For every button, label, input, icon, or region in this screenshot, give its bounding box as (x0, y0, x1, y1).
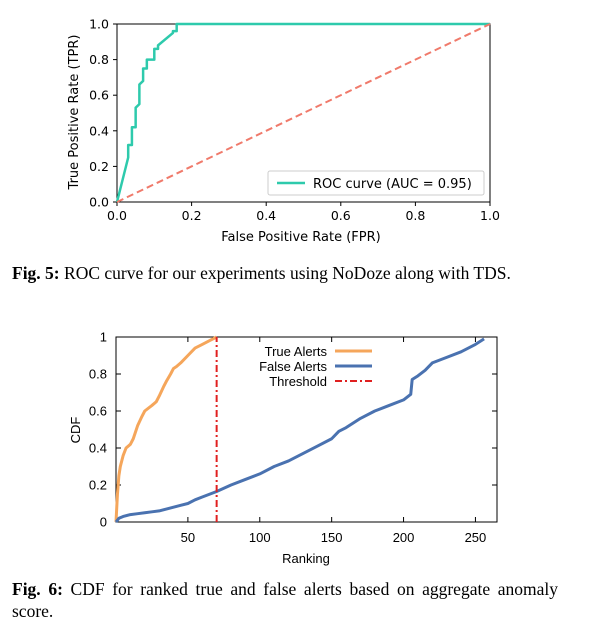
roc-axes: 0.0 0.2 0.4 0.6 0.8 1.0 0.0 0.2 0.4 0.6 0.8 1.0 (89, 17, 500, 224)
roc-curve-line (115, 22, 490, 203)
cdf-true-alerts-line (114, 335, 218, 523)
cdf-y-tick-label: 0.8 (89, 367, 107, 382)
figure-5-label: Fig. 5: (12, 263, 60, 283)
roc-x-tick-label: 0.6 (331, 208, 351, 223)
cdf-y-tick-label: 0.4 (89, 441, 107, 456)
cdf-axes: 50 100 150 200 250 0 0.2 0.4 0.6 0.8 1 (89, 330, 498, 545)
roc-y-tick-label: 0.2 (89, 159, 109, 174)
cdf-legend-label-false-alerts: False Alerts (259, 359, 327, 374)
roc-y-tick-label: 0.4 (89, 123, 109, 138)
roc-legend-box (267, 170, 485, 196)
figure-6-text: CDF for ranked true and false alerts bas… (12, 579, 558, 621)
cdf-legend-label-true-alerts: True Alerts (265, 344, 328, 359)
cdf-series (114, 335, 485, 523)
cdf-plot-frame (115, 336, 498, 523)
roc-y-tick-label: 0.6 (89, 88, 109, 103)
roc-y-tick-label: 0.0 (89, 195, 109, 210)
cdf-x-tick-label: 250 (465, 530, 487, 545)
figure-5-caption: Fig. 5: ROC curve for our experiments us… (12, 262, 558, 284)
roc-series (115, 22, 491, 203)
cdf-y-tick-label: 0.2 (89, 478, 107, 493)
cdf-x-tick-label: 200 (393, 530, 415, 545)
cdf-x-tick-label: 100 (249, 530, 271, 545)
cdf-x-tick-label: 50 (181, 530, 195, 545)
figure-5-text: ROC curve for our experiments using NoDo… (64, 263, 511, 283)
roc-y-axis-label: True Positive Rate (TPR) (67, 35, 82, 191)
figure-6-caption: Fig. 6: CDF for ranked true and false al… (12, 578, 558, 622)
cdf-legend-label-threshold: Threshold (269, 374, 327, 389)
cdf-x-axis-label: Ranking (282, 551, 330, 566)
roc-y-tick-label: 1.0 (89, 17, 109, 32)
roc-x-axis-label: False Positive Rate (FPR) (221, 230, 380, 245)
cdf-y-axis-label: CDF (68, 417, 83, 444)
roc-legend: ROC curve (AUC = 0.95) (267, 170, 485, 196)
roc-chart: 0.0 0.2 0.4 0.6 0.8 1.0 0.0 0.2 0.4 0.6 0.8 1.0 ROC… (67, 17, 500, 246)
figure-6-label: Fig. 6: (12, 579, 63, 599)
roc-x-tick-label: 0.2 (182, 208, 202, 223)
cdf-chart: 50 100 150 200 250 0 0.2 0.4 0.6 0.8 1 True Alerts… (68, 330, 498, 566)
roc-x-tick-label: 0.0 (107, 208, 127, 223)
roc-y-tick-label: 0.8 (89, 52, 109, 67)
cdf-y-tick-label: 1 (100, 330, 107, 345)
roc-chance-diagonal-line (116, 23, 491, 203)
cdf-y-tick-label: 0.6 (89, 404, 107, 419)
roc-x-tick-label: 0.4 (256, 208, 276, 223)
cdf-x-tick-label: 150 (321, 530, 343, 545)
roc-x-tick-label: 1.0 (480, 208, 500, 223)
cdf-legend: True Alerts False Alerts Threshold (259, 344, 372, 389)
cdf-false-alerts-line (114, 337, 485, 523)
roc-x-tick-label: 0.8 (405, 208, 425, 223)
roc-legend-label: ROC curve (AUC = 0.95) (313, 177, 472, 192)
cdf-y-tick-label: 0 (100, 515, 107, 530)
